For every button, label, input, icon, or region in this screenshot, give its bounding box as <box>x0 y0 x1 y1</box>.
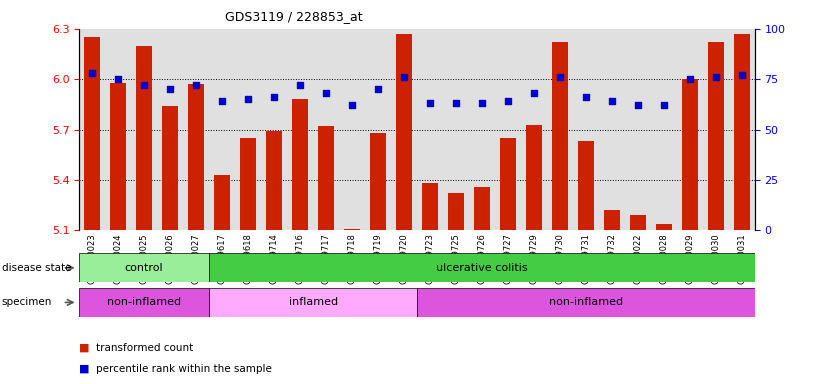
Text: non-inflamed: non-inflamed <box>107 297 181 308</box>
Bar <box>370 133 386 230</box>
Text: disease state: disease state <box>2 263 71 273</box>
Text: specimen: specimen <box>2 297 52 308</box>
Bar <box>552 42 568 230</box>
Bar <box>240 138 256 230</box>
Text: control: control <box>125 263 163 273</box>
Bar <box>110 83 126 230</box>
Text: inflamed: inflamed <box>289 297 338 308</box>
Bar <box>500 138 515 230</box>
Point <box>605 98 619 104</box>
Bar <box>630 215 646 230</box>
Bar <box>209 288 417 317</box>
Text: ulcerative colitis: ulcerative colitis <box>436 263 528 273</box>
Bar <box>656 223 671 230</box>
Point <box>475 100 489 106</box>
Text: percentile rank within the sample: percentile rank within the sample <box>96 364 272 374</box>
Bar <box>188 84 204 230</box>
Point <box>294 82 307 88</box>
Bar <box>734 34 750 230</box>
Bar <box>292 99 308 230</box>
Bar <box>266 131 282 230</box>
Bar <box>79 253 209 282</box>
Point <box>657 102 671 108</box>
Text: ■: ■ <box>79 364 90 374</box>
Point <box>709 74 722 80</box>
Point <box>579 94 592 100</box>
Point <box>631 102 645 108</box>
Point <box>319 90 333 96</box>
Bar <box>209 253 755 282</box>
Point <box>371 86 384 92</box>
Point <box>424 100 437 106</box>
Bar <box>137 46 152 230</box>
Point <box>138 82 151 88</box>
Bar <box>475 187 490 230</box>
Bar <box>604 210 620 230</box>
Point <box>553 74 566 80</box>
Bar <box>214 175 230 230</box>
Point <box>112 76 125 82</box>
Point <box>345 102 359 108</box>
Bar <box>84 37 100 230</box>
Point <box>163 86 177 92</box>
Bar <box>417 288 755 317</box>
Bar <box>708 42 724 230</box>
Bar <box>526 124 542 230</box>
Text: transformed count: transformed count <box>96 343 193 353</box>
Text: non-inflamed: non-inflamed <box>549 297 623 308</box>
Point <box>735 72 748 78</box>
Text: GDS3119 / 228853_at: GDS3119 / 228853_at <box>225 10 363 23</box>
Point <box>450 100 463 106</box>
Point <box>189 82 203 88</box>
Bar <box>344 229 359 230</box>
Point <box>501 98 515 104</box>
Bar <box>79 288 209 317</box>
Bar <box>422 183 438 230</box>
Bar <box>163 106 178 230</box>
Bar <box>682 79 697 230</box>
Bar <box>396 34 412 230</box>
Point <box>215 98 229 104</box>
Point <box>268 94 281 100</box>
Point <box>86 70 99 76</box>
Point <box>683 76 696 82</box>
Text: ■: ■ <box>79 343 90 353</box>
Bar <box>448 194 464 230</box>
Bar <box>319 126 334 230</box>
Point <box>397 74 410 80</box>
Point <box>242 96 255 103</box>
Bar <box>578 141 594 230</box>
Point <box>527 90 540 96</box>
